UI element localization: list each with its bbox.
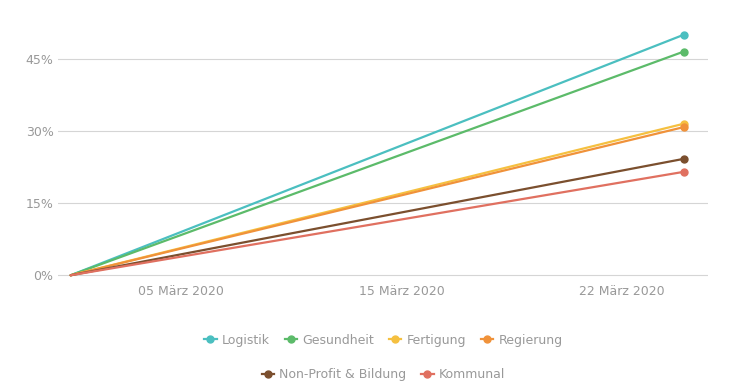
Legend: Non-Profit & Bildung, Kommunal: Non-Profit & Bildung, Kommunal [256, 363, 510, 386]
